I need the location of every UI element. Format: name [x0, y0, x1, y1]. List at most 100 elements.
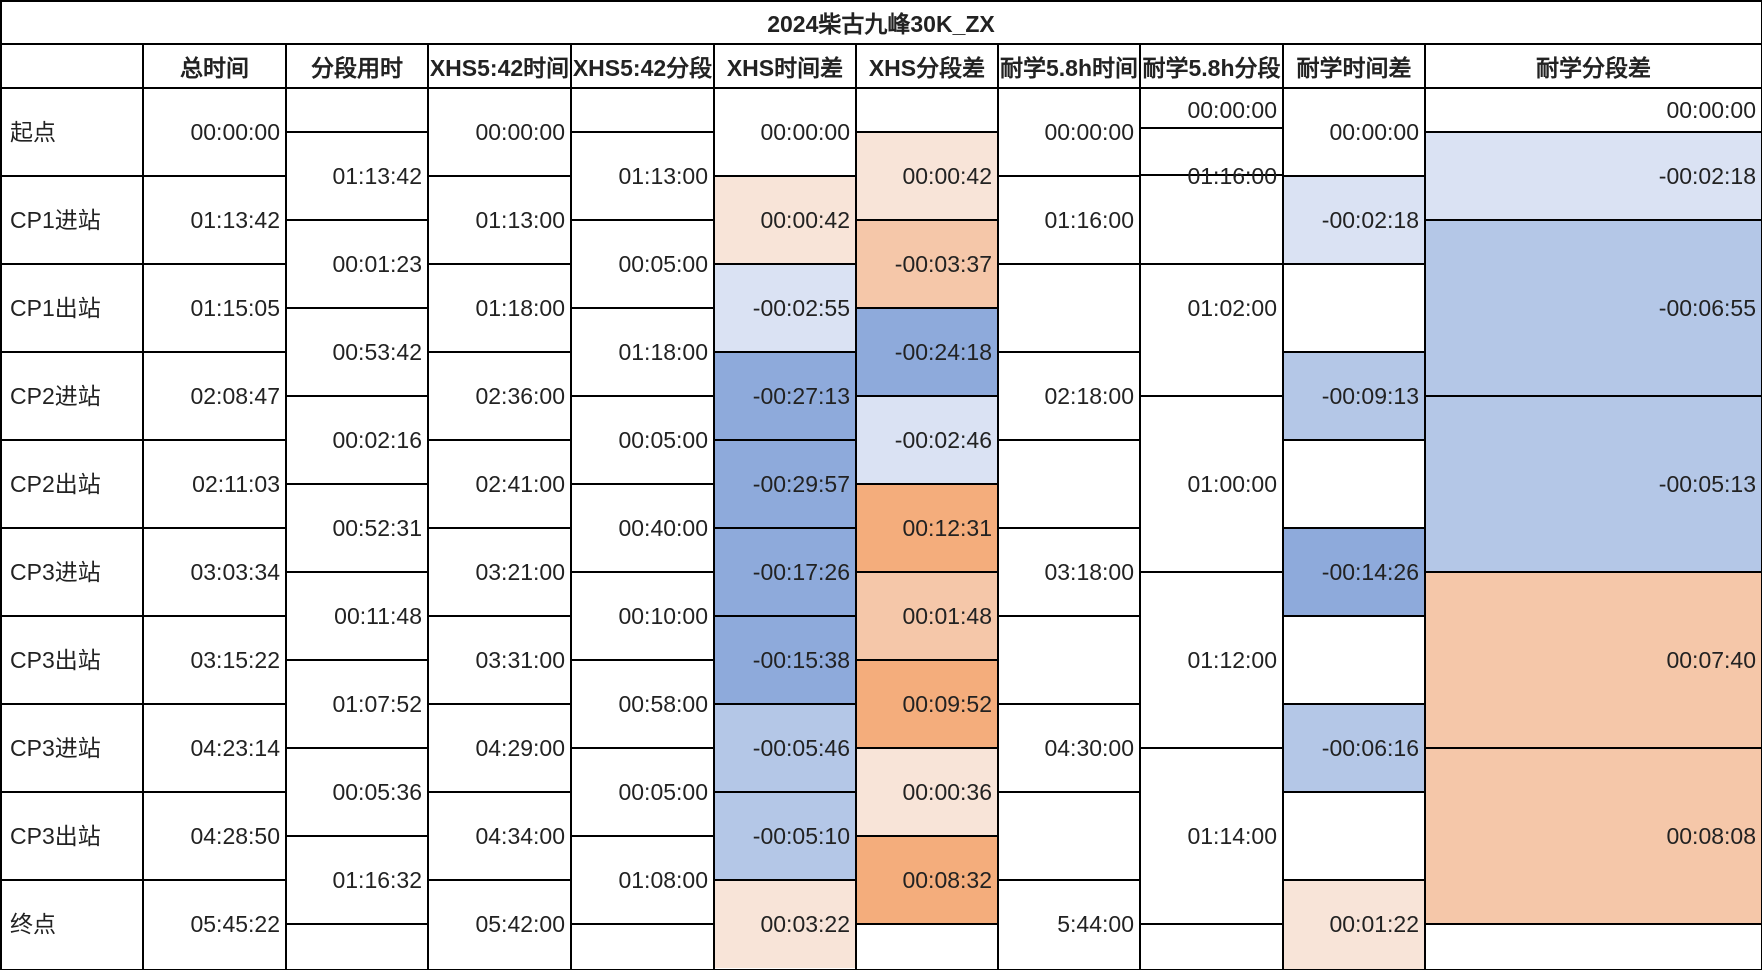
grid-hline — [856, 219, 998, 221]
fill-nx-time-diff — [1283, 528, 1425, 616]
grid-hline — [1283, 527, 1425, 529]
nx-time-diff-cell: -00:14:26 — [1321, 559, 1419, 585]
grid-hline — [428, 439, 571, 441]
xhs-split-diff-cell: -00:02:46 — [894, 427, 992, 453]
nx-split-cell: 01:02:00 — [1187, 295, 1277, 321]
header-nx-time-diff: 耐学时间差 — [1296, 55, 1412, 81]
grid-hline — [998, 703, 1140, 705]
checkpoint-label: 终点 — [10, 911, 56, 937]
grid-hline — [143, 263, 286, 265]
grid-hline — [0, 703, 143, 705]
grid-hline — [571, 307, 714, 309]
xhs-time-cell: 04:29:00 — [475, 735, 565, 761]
grid-hline — [856, 395, 998, 397]
fill-xhs-time-diff — [714, 352, 856, 440]
checkpoint-label: CP1出站 — [10, 295, 101, 321]
xhs-split-diff-cell: -00:24:18 — [894, 339, 992, 365]
grid-vline — [1760, 0, 1762, 970]
grid-hline — [0, 263, 143, 265]
grid-hline — [1425, 923, 1762, 925]
xhs-time-cell: 02:36:00 — [475, 383, 565, 409]
nx-split-cell: 01:14:00 — [1187, 823, 1277, 849]
grid-hline — [0, 0, 1762, 2]
xhs-split-cell: 00:10:00 — [618, 603, 708, 629]
grid-hline — [571, 219, 714, 221]
fill-xhs-time-diff — [714, 704, 856, 792]
grid-hline — [143, 527, 286, 529]
fill-nx-time-diff — [1283, 352, 1425, 440]
checkpoint-label: CP1进站 — [10, 207, 101, 233]
total-time-cell: 02:08:47 — [190, 383, 280, 409]
grid-hline — [286, 835, 428, 837]
fill-xhs-split-diff — [856, 484, 998, 572]
grid-hline — [428, 791, 571, 793]
grid-hline — [1283, 791, 1425, 793]
sheet-title: 2024柴古九峰30K_ZX — [0, 0, 1762, 44]
fill-xhs-time-diff — [714, 880, 856, 968]
fill-xhs-time-diff — [714, 264, 856, 352]
xhs-time-cell: 00:00:00 — [475, 119, 565, 145]
grid-hline — [998, 439, 1140, 441]
grid-hline — [714, 439, 856, 441]
grid-hline — [286, 659, 428, 661]
xhs-time-diff-cell: -00:15:38 — [752, 647, 850, 673]
grid-hline — [1283, 439, 1425, 441]
grid-hline — [0, 791, 143, 793]
grid-hline — [1425, 219, 1762, 221]
checkpoint-label: CP3进站 — [10, 559, 101, 585]
grid-vline — [1424, 44, 1426, 970]
split-time-cell: 00:05:36 — [332, 779, 422, 805]
xhs-time-cell: 03:21:00 — [475, 559, 565, 585]
xhs-split-cell: 00:05:00 — [618, 251, 708, 277]
grid-hline — [0, 43, 1762, 45]
xhs-split-diff-cell: 00:00:36 — [902, 779, 992, 805]
grid-hline — [143, 791, 286, 793]
grid-hline — [428, 175, 571, 177]
grid-hline — [571, 571, 714, 573]
grid-hline — [0, 439, 143, 441]
grid-hline — [143, 615, 286, 617]
nx-split-diff-cell: -00:05:13 — [1658, 471, 1756, 497]
header-nx-time: 耐学5.8h时间 — [999, 55, 1139, 81]
grid-hline — [0, 615, 143, 617]
grid-hline — [571, 835, 714, 837]
xhs-time-diff-cell: 00:00:00 — [760, 119, 850, 145]
grid-hline — [143, 439, 286, 441]
grid-hline — [714, 175, 856, 177]
grid-hline — [428, 263, 571, 265]
grid-hline — [714, 615, 856, 617]
fill-nx-split-diff — [1425, 132, 1762, 220]
grid-hline — [428, 351, 571, 353]
fill-xhs-time-diff — [714, 440, 856, 528]
xhs-time-cell: 02:41:00 — [475, 471, 565, 497]
xhs-split-cell: 01:18:00 — [618, 339, 708, 365]
header-xhs-time-diff: XHS时间差 — [726, 55, 844, 81]
nx-time-cell: 03:18:00 — [1044, 559, 1134, 585]
header-split-time: 分段用时 — [311, 55, 403, 81]
grid-hline — [0, 968, 1762, 970]
fill-nx-time-diff — [1283, 176, 1425, 264]
fill-nx-split-diff — [1425, 220, 1762, 396]
grid-hline — [1283, 175, 1425, 177]
checkpoint-label: CP2进站 — [10, 383, 101, 409]
grid-hline — [856, 131, 998, 133]
grid-hline — [998, 351, 1140, 353]
total-time-cell: 03:03:34 — [190, 559, 280, 585]
grid-hline — [714, 351, 856, 353]
fill-xhs-time-diff — [714, 528, 856, 616]
grid-hline — [571, 483, 714, 485]
grid-hline — [286, 923, 428, 925]
grid-vline — [997, 44, 999, 970]
xhs-time-diff-cell: -00:02:55 — [752, 295, 850, 321]
grid-hline — [1140, 174, 1283, 176]
xhs-split-cell: 00:05:00 — [618, 779, 708, 805]
xhs-split-cell: 01:13:00 — [618, 163, 708, 189]
grid-hline — [428, 879, 571, 881]
grid-hline — [856, 747, 998, 749]
grid-hline — [286, 395, 428, 397]
nx-time-diff-cell: -00:09:13 — [1321, 383, 1419, 409]
grid-hline — [0, 527, 143, 529]
grid-hline — [1425, 395, 1762, 397]
nx-split-diff-cell: -00:06:55 — [1658, 295, 1756, 321]
grid-vline — [855, 44, 857, 970]
